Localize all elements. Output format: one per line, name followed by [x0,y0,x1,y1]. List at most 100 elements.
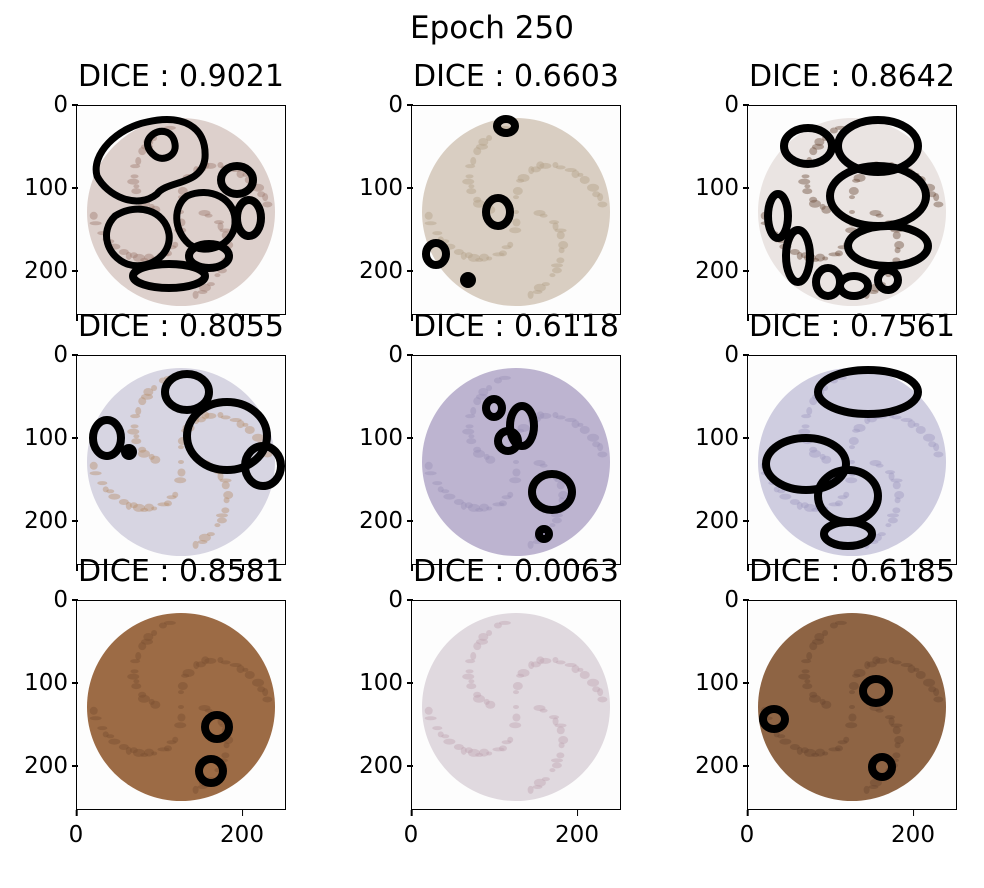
tissue-speck [129,747,138,754]
x-tick-label: 0 [403,810,419,848]
tissue-speck [465,424,474,429]
tissue-speck [89,461,98,470]
tissue-speck [527,290,534,299]
subplot-panel: DICE : 0.6603 0 100 200 [359,59,621,321]
tissue-speck [473,397,482,406]
tissue-speck [779,738,792,745]
mask-contour [183,398,271,474]
y-tick-label: 0 [53,92,78,118]
tissue-speck [853,668,866,677]
tissue-speck [552,657,559,664]
tissue-speck [220,415,231,420]
tissue-speck [148,698,155,705]
tissue-speck [819,698,826,705]
tissue-speck [464,747,473,754]
tissue-speck [507,491,514,498]
tissue-speck [252,678,265,687]
tissue-speck [597,696,608,703]
tissue-speck [472,449,485,458]
tissue-speck [462,178,475,185]
tissue-speck [555,415,566,420]
tissue-speck [806,652,813,661]
tissue-speck [513,195,519,200]
tissue-speck [498,500,507,507]
tissue-speck [466,438,477,445]
y-tick-label: 200 [359,753,413,779]
tissue-speck [556,481,565,490]
mask-contour [460,272,476,288]
tissue-speck [516,673,525,678]
tissue-speck [900,663,913,668]
tissue-speck [928,191,937,198]
tissue-speck [252,433,265,442]
tissue-speck [476,143,489,150]
tissue-speck [475,257,484,262]
tissue-speck [533,460,546,467]
tissue-speck [558,736,569,745]
tissue-speck [809,397,818,406]
tissue-speck [821,700,832,709]
tissue-speck [221,507,230,514]
tissue-speck [933,201,944,208]
tissue-speck [198,283,211,292]
tissue-speck [864,416,871,425]
tissue-speck [478,387,489,396]
tissue-speck [465,669,474,674]
tissue-speck [262,688,269,697]
tissue-speck [507,241,514,248]
tissue-speck [478,137,489,146]
tissue-speck [564,663,577,668]
tissue-speck [125,746,132,755]
x-tick-label: 200 [220,810,264,848]
tissue-speck [223,742,230,749]
tissue-speck [486,385,493,392]
tissue-speck [127,673,140,680]
tissue-speck [597,443,604,452]
subplot-panel: DICE : 0.7561 0 100 200 [695,309,957,571]
tissue-speck [197,784,208,789]
tissue-speck [928,686,937,693]
tissue-speck [798,673,811,680]
tissue-speck [424,471,437,476]
tissue-speck [453,249,464,256]
tissue-speck [913,422,920,427]
mask-contour [834,116,922,176]
tissue-speck [151,630,158,637]
subplot-title: DICE : 0.6603 [412,59,619,94]
tissue-speck [129,252,138,259]
tissue-speck [933,193,940,202]
tissue-speck [809,691,818,698]
tissue-speck [215,513,228,518]
tissue-speck [517,668,530,677]
tissue-core-svg [87,613,275,801]
tissue-speck [869,778,882,787]
tissue-speck [437,731,444,738]
tissue-speck [821,455,832,464]
tissue-speck [432,481,443,486]
tissue-speck [789,744,800,751]
tissue-speck [579,425,590,434]
mask-contour [129,260,209,292]
tissue-speck [475,752,484,757]
tissue-speck [875,463,884,468]
tissue-speck [517,173,530,182]
y-tick-label: 100 [695,670,749,696]
tissue-speck [89,716,102,721]
tissue-speck [89,471,102,476]
tissue-speck [798,178,811,185]
tissue-core [758,368,946,556]
y-tick-label: 0 [53,587,78,613]
tissue-speck [907,665,916,674]
tissue-speck [828,252,841,257]
tissue-speck [890,478,903,483]
tissue-speck [424,706,433,715]
tissue-speck [512,713,521,722]
tissue-speck [476,638,489,645]
tissue-speck [138,446,147,453]
tissue-speck [501,740,512,745]
tissue-speck [539,162,552,169]
tissue-speck [801,174,810,179]
tissue-speck [214,273,221,278]
tissue-speck [443,738,456,745]
tissue-speck [138,397,147,406]
